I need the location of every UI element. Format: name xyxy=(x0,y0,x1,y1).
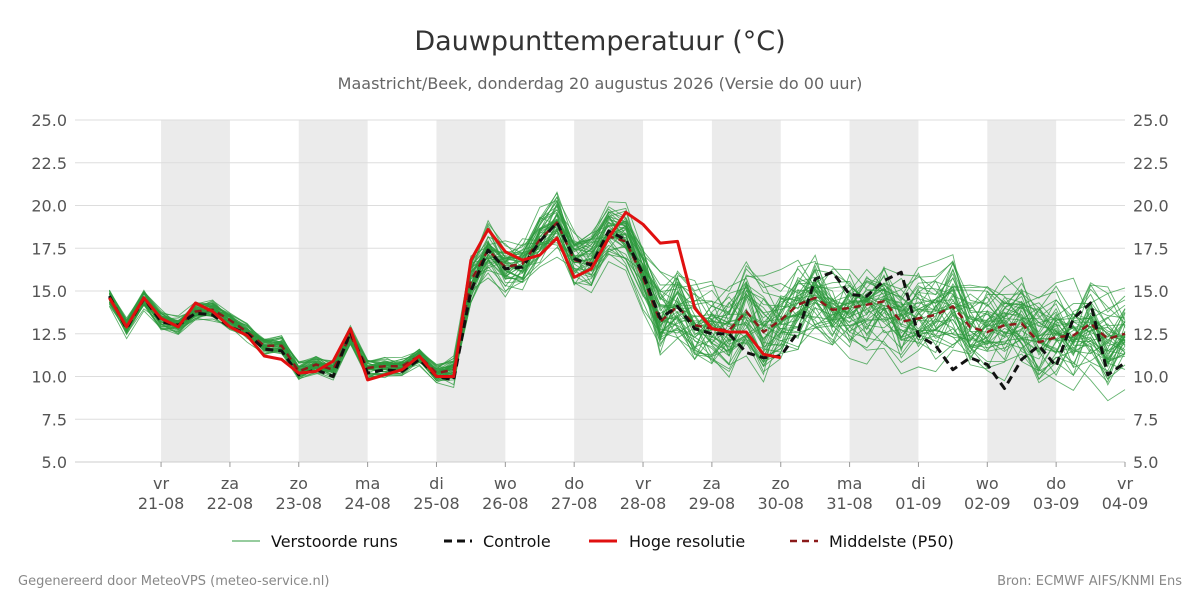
ensemble-member-line xyxy=(109,200,1126,376)
y-tick-label-right: 20.0 xyxy=(1133,197,1169,216)
ensemble-member-line xyxy=(109,226,1126,378)
x-tick-day-label: do xyxy=(564,474,584,493)
x-tick-date-label: 23-08 xyxy=(276,494,323,513)
x-tick-day-label: wo xyxy=(494,474,517,493)
x-tick-day-label: ma xyxy=(355,474,380,493)
x-tick-date-label: 29-08 xyxy=(689,494,736,513)
x-tick-date-label: 26-08 xyxy=(482,494,529,513)
ensemble-member-line xyxy=(109,195,1126,378)
x-tick-date-label: 22-08 xyxy=(207,494,254,513)
x-tick-date-label: 01-09 xyxy=(895,494,942,513)
y-tick-label-left: 12.5 xyxy=(31,325,67,344)
x-tick-date-label: 24-08 xyxy=(344,494,391,513)
x-tick-day-label: vr xyxy=(635,474,651,493)
legend-label-hoge-resolutie: Hoge resolutie xyxy=(629,532,745,551)
series-line-controle xyxy=(108,221,1126,390)
footer-generated-by: Gegenereerd door MeteoVPS (meteo-service… xyxy=(18,574,329,589)
x-axis-labels: vr21-08za22-08zo23-08ma24-08di25-08wo26-… xyxy=(138,462,1148,513)
y-tick-label-left: 7.5 xyxy=(42,410,67,429)
y-tick-label-right: 22.5 xyxy=(1133,154,1169,173)
x-tick-date-label: 31-08 xyxy=(826,494,873,513)
y-tick-label-left: 17.5 xyxy=(31,239,67,258)
legend-label-verstoorde-runs: Verstoorde runs xyxy=(271,532,398,551)
x-tick-day-label: vr xyxy=(153,474,169,493)
chart-subtitle: Maastricht/Beek, donderdag 20 augustus 2… xyxy=(338,74,863,93)
chart-title: Dauwpunttemperatuur (°C) xyxy=(414,26,785,57)
x-tick-date-label: 28-08 xyxy=(620,494,667,513)
legend-label-controle: Controle xyxy=(483,532,551,551)
ensemble-member-line xyxy=(109,229,1126,386)
x-tick-day-label: ma xyxy=(837,474,862,493)
x-tick-date-label: 02-09 xyxy=(964,494,1011,513)
x-tick-day-label: di xyxy=(911,474,926,493)
y-tick-label-right: 7.5 xyxy=(1133,410,1158,429)
y-axis-left-labels: 5.0 7.5 10.0 12.5 15.0 17.5 20.0 22.5 25.0 xyxy=(31,111,67,472)
ensemble-member-line xyxy=(109,203,1126,382)
x-tick-day-label: za xyxy=(703,474,721,493)
footer-source: Bron: ECMWF AIFS/KNMI Ens xyxy=(997,574,1182,589)
legend-item-verstoorde-runs: Verstoorde runs xyxy=(232,532,398,551)
legend-item-controle: Controle xyxy=(444,532,551,551)
x-tick-date-label: 27-08 xyxy=(551,494,598,513)
x-tick-date-label: 25-08 xyxy=(413,494,460,513)
y-tick-label-right: 12.5 xyxy=(1133,325,1169,344)
y-tick-label-left: 25.0 xyxy=(31,111,67,130)
x-tick-date-label: 04-09 xyxy=(1102,494,1149,513)
x-tick-day-label: zo xyxy=(290,474,308,493)
x-tick-day-label: wo xyxy=(976,474,999,493)
y-tick-label-left: 20.0 xyxy=(31,197,67,216)
x-tick-day-label: zo xyxy=(772,474,790,493)
series-line-hoge-resolutie xyxy=(108,210,781,382)
y-tick-label-right: 15.0 xyxy=(1133,282,1169,301)
legend: Verstoorde runs Controle Hoge resolutie … xyxy=(232,532,954,551)
x-tick-date-label: 30-08 xyxy=(757,494,804,513)
y-tick-label-left: 10.0 xyxy=(31,368,67,387)
legend-item-hoge-resolutie: Hoge resolutie xyxy=(589,532,745,551)
y-tick-label-right: 17.5 xyxy=(1133,239,1169,258)
ensemble-member-line xyxy=(109,199,1126,380)
y-tick-label-right: 5.0 xyxy=(1133,453,1158,472)
y-tick-label-left: 15.0 xyxy=(31,282,67,301)
y-tick-label-left: 22.5 xyxy=(31,154,67,173)
legend-label-middelste: Middelste (P50) xyxy=(829,532,954,551)
y-tick-label-left: 5.0 xyxy=(42,453,67,472)
x-tick-day-label: di xyxy=(429,474,444,493)
x-tick-day-label: vr xyxy=(1117,474,1133,493)
ensemble-member-line xyxy=(109,216,1126,375)
y-tick-label-right: 25.0 xyxy=(1133,111,1169,130)
x-tick-day-label: do xyxy=(1046,474,1066,493)
y-axis-right-labels: 5.0 7.5 10.0 12.5 15.0 17.5 20.0 22.5 25.0 xyxy=(1133,111,1169,472)
ensemble-member-line xyxy=(109,237,1126,371)
x-tick-day-label: za xyxy=(221,474,239,493)
x-tick-date-label: 21-08 xyxy=(138,494,185,513)
y-tick-label-right: 10.0 xyxy=(1133,368,1169,387)
legend-item-middelste: Middelste (P50) xyxy=(790,532,954,551)
main-series-lines xyxy=(108,210,1126,390)
x-tick-date-label: 03-09 xyxy=(1033,494,1080,513)
